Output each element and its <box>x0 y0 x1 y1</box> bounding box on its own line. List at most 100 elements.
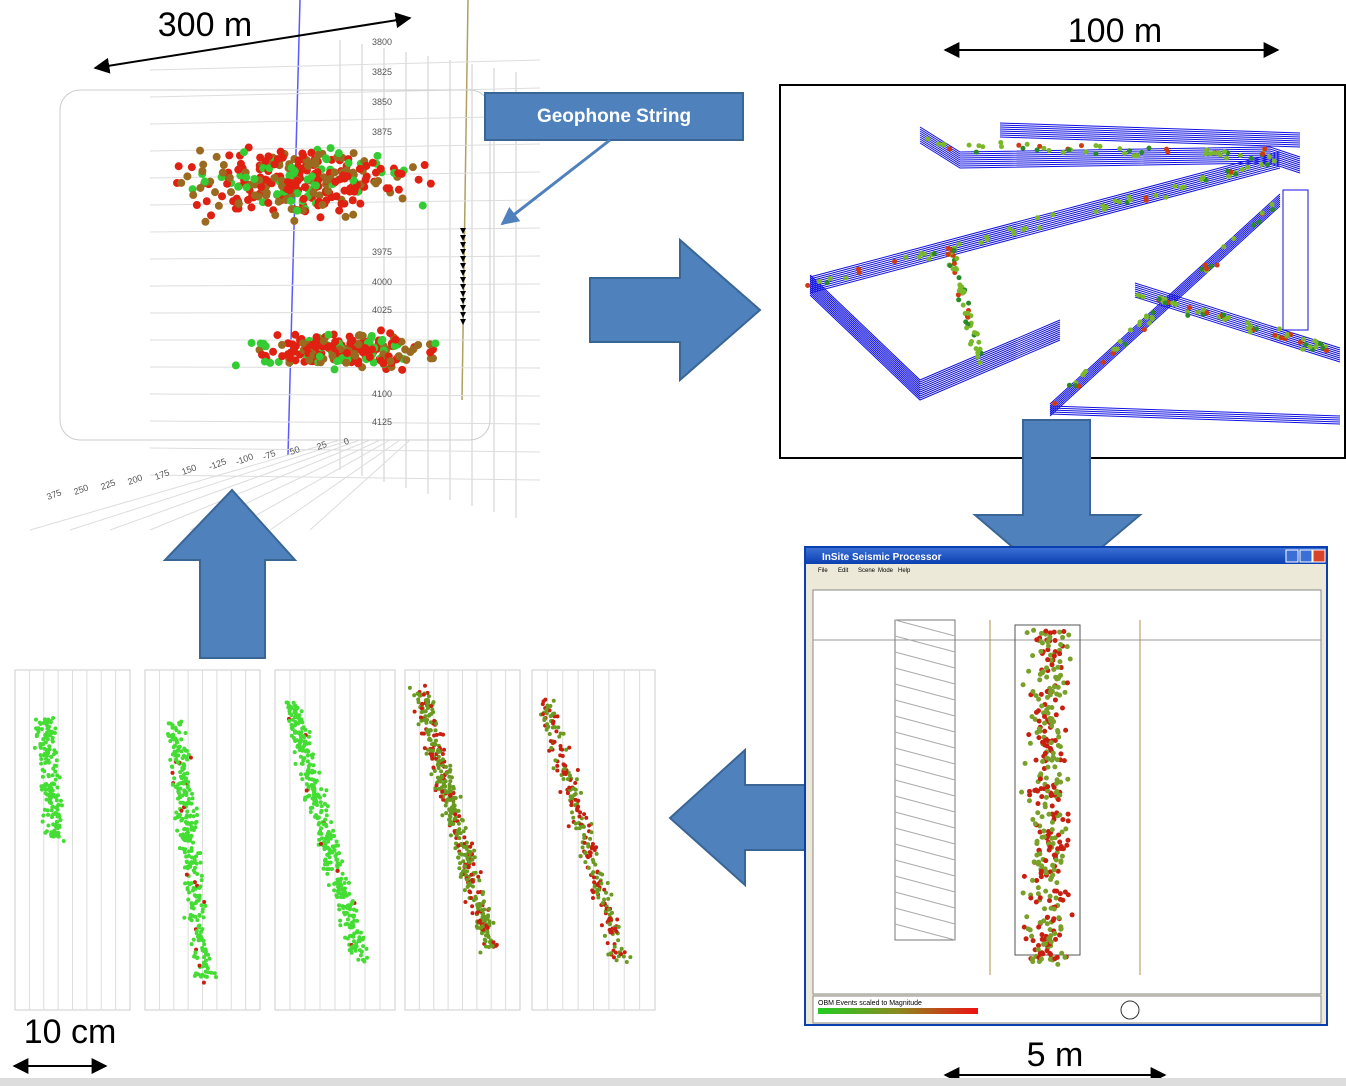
event-point <box>591 890 595 894</box>
event-point <box>356 165 364 173</box>
event-point <box>613 927 617 931</box>
event-point <box>435 733 439 737</box>
event-point <box>342 213 350 221</box>
event-point <box>932 251 937 256</box>
event-point <box>193 825 197 829</box>
event-point <box>51 832 55 836</box>
event-point <box>543 716 547 720</box>
event-point <box>1112 198 1117 203</box>
event-point <box>379 359 387 367</box>
scale-label: 100 m <box>1068 12 1163 50</box>
event-point <box>1272 333 1277 338</box>
event-point <box>1060 829 1065 834</box>
event-point <box>177 730 181 734</box>
event-point <box>462 869 466 873</box>
event-point <box>352 908 356 912</box>
event-point <box>426 706 430 710</box>
event-point <box>449 833 453 837</box>
event-point <box>328 352 336 360</box>
event-point <box>1040 670 1045 675</box>
event-point <box>1265 162 1270 167</box>
event-point <box>298 740 302 744</box>
event-point <box>1011 231 1016 236</box>
event-point <box>192 938 196 942</box>
event-point <box>470 841 474 845</box>
event-point <box>1254 326 1259 331</box>
event-point <box>589 830 593 834</box>
event-point <box>324 187 332 195</box>
event-point <box>608 916 612 920</box>
event-point <box>243 183 251 191</box>
event-point <box>559 747 563 751</box>
event-point <box>205 975 209 979</box>
event-point <box>969 339 974 344</box>
event-point <box>480 924 484 928</box>
event-point <box>1245 320 1250 325</box>
event-point <box>1060 635 1065 640</box>
event-point <box>199 975 203 979</box>
event-point <box>556 725 560 729</box>
event-point <box>337 891 341 895</box>
event-point <box>430 757 434 761</box>
event-point <box>195 918 199 922</box>
event-point <box>1101 360 1106 365</box>
event-point <box>603 934 607 938</box>
event-point <box>457 822 461 826</box>
event-point <box>341 187 349 195</box>
event-point <box>49 801 53 805</box>
event-point <box>273 331 281 339</box>
event-point <box>1044 675 1049 680</box>
event-point <box>40 727 44 731</box>
event-point <box>293 177 301 185</box>
event-point <box>1052 867 1057 872</box>
event-point <box>567 824 571 828</box>
event-point <box>1054 677 1059 682</box>
event-point <box>1204 310 1209 315</box>
event-point <box>364 947 368 951</box>
event-point <box>1182 185 1187 190</box>
event-point <box>41 775 45 779</box>
event-point <box>288 164 296 172</box>
event-point <box>1056 797 1061 802</box>
event-point <box>1051 751 1056 756</box>
event-point <box>551 720 555 724</box>
event-point <box>409 163 417 171</box>
event-point <box>1249 156 1254 161</box>
event-point <box>319 787 323 791</box>
event-point <box>298 720 302 724</box>
event-point <box>300 762 304 766</box>
event-point <box>200 878 204 882</box>
event-point <box>188 814 192 818</box>
event-point <box>197 886 201 890</box>
event-point <box>184 776 188 780</box>
event-point <box>190 792 194 796</box>
event-point <box>350 149 358 157</box>
event-point <box>307 777 311 781</box>
event-point <box>561 777 565 781</box>
event-point <box>174 758 178 762</box>
event-point <box>1093 151 1098 156</box>
event-point <box>206 953 210 957</box>
event-point <box>295 706 299 710</box>
event-point <box>456 843 460 847</box>
scale-label: 300 m <box>158 6 253 44</box>
event-point <box>362 960 366 964</box>
event-point <box>290 726 294 730</box>
event-point <box>1027 792 1032 797</box>
event-point <box>1058 846 1063 851</box>
event-point <box>349 211 357 219</box>
event-point <box>41 737 45 741</box>
event-point <box>587 866 591 870</box>
event-point <box>329 820 333 824</box>
event-point <box>977 360 982 365</box>
event-point <box>39 746 43 750</box>
event-point <box>1067 383 1072 388</box>
event-point <box>558 790 562 794</box>
event-point <box>1270 207 1275 212</box>
event-point <box>342 359 350 367</box>
event-point <box>541 702 545 706</box>
event-point <box>1025 142 1030 147</box>
event-point <box>1203 151 1208 156</box>
event-point <box>408 686 412 690</box>
event-point <box>1093 209 1098 214</box>
